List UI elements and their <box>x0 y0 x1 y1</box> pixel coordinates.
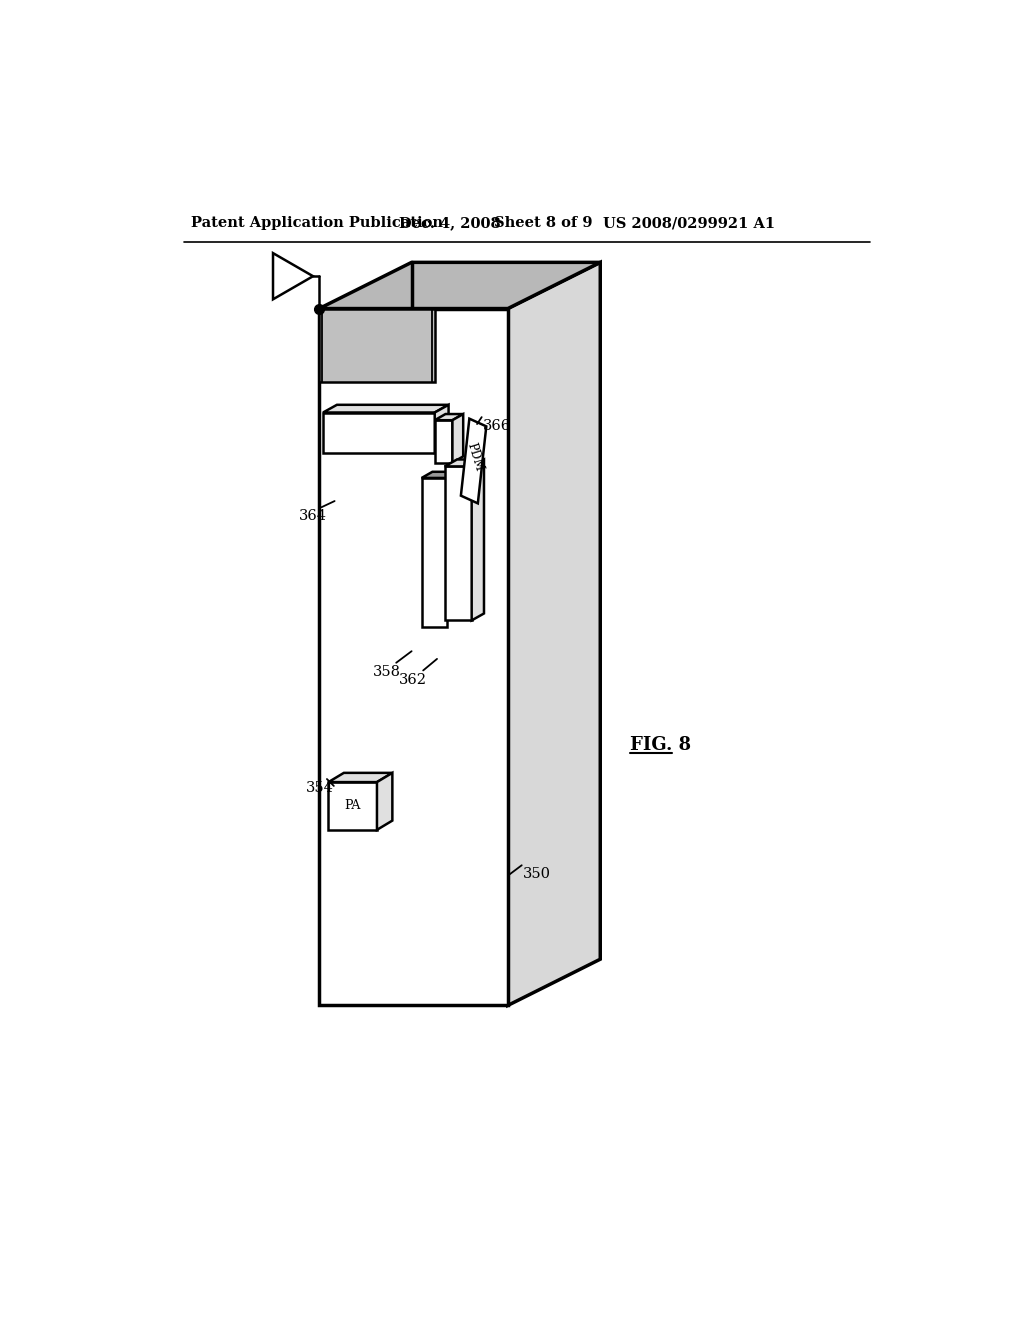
Text: 362: 362 <box>398 673 427 686</box>
Text: 364: 364 <box>298 508 327 523</box>
Polygon shape <box>319 263 600 309</box>
Text: Patent Application Publication: Patent Application Publication <box>190 216 442 230</box>
Text: Sheet 8 of 9: Sheet 8 of 9 <box>494 216 593 230</box>
Polygon shape <box>435 414 463 420</box>
Polygon shape <box>329 781 377 830</box>
Polygon shape <box>444 466 472 620</box>
Text: PDM: PDM <box>464 441 485 473</box>
Polygon shape <box>472 459 484 620</box>
Polygon shape <box>508 263 600 1006</box>
Text: 366: 366 <box>483 418 511 433</box>
Text: 354: 354 <box>306 780 334 795</box>
Polygon shape <box>461 418 486 503</box>
Polygon shape <box>323 405 449 412</box>
Text: 350: 350 <box>523 867 551 880</box>
Polygon shape <box>323 412 435 453</box>
Text: PA: PA <box>344 800 360 813</box>
Polygon shape <box>435 405 449 453</box>
Text: 358: 358 <box>373 665 401 678</box>
Polygon shape <box>422 471 458 478</box>
Polygon shape <box>435 420 453 462</box>
Polygon shape <box>329 774 392 781</box>
Text: US 2008/0299921 A1: US 2008/0299921 A1 <box>603 216 775 230</box>
Polygon shape <box>319 309 435 381</box>
Polygon shape <box>273 253 313 300</box>
Polygon shape <box>422 478 447 627</box>
Polygon shape <box>444 459 484 466</box>
Text: FIG. 8: FIG. 8 <box>630 737 690 754</box>
Polygon shape <box>377 774 392 830</box>
Text: Dec. 4, 2008: Dec. 4, 2008 <box>398 216 500 230</box>
Polygon shape <box>319 309 508 1006</box>
Polygon shape <box>453 414 463 462</box>
